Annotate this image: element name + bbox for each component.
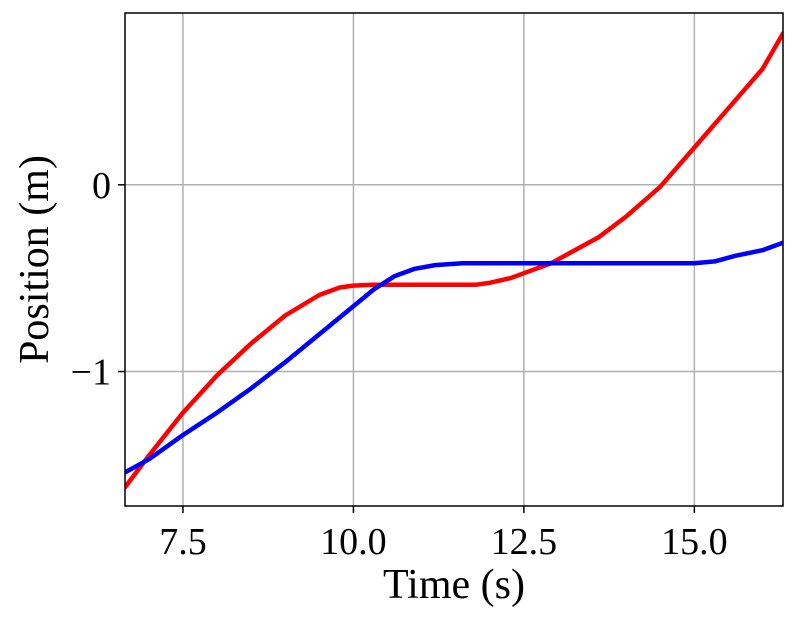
y-tick-label: −1 (71, 352, 111, 394)
grid (125, 13, 783, 506)
plot-frame (124, 12, 784, 507)
y-axis-title: Position (m) (12, 155, 58, 364)
series-line-1 (125, 31, 783, 490)
x-tick-label: 10.0 (320, 521, 387, 563)
series-line-2 (125, 240, 783, 475)
x-axis-title: Time (s) (383, 562, 525, 608)
x-tick-label: 15.0 (661, 521, 728, 563)
y-tick-label: 0 (92, 165, 111, 207)
x-tick-label: 7.5 (159, 521, 207, 563)
x-tick-label: 12.5 (491, 521, 558, 563)
series-lines (125, 31, 783, 490)
ticks: 7.5 10.0 12.5 15.0 −1 0 (71, 165, 728, 563)
